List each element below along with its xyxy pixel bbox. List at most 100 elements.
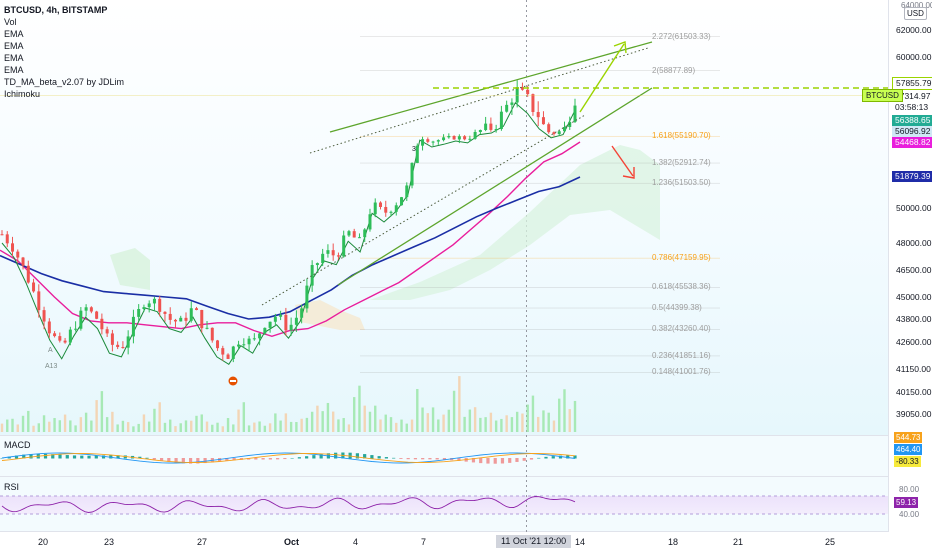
candle-body	[368, 214, 372, 230]
macd-label[interactable]: MACD	[4, 440, 31, 450]
macd-bar	[188, 458, 193, 464]
candle-body	[526, 89, 530, 95]
macd-bar	[290, 457, 294, 459]
candle-body	[126, 336, 130, 348]
volume-bar	[468, 409, 472, 432]
macd-bar	[493, 458, 497, 464]
indicator-vol[interactable]: Vol	[4, 17, 17, 27]
candle-body	[158, 298, 162, 312]
macd-bar	[348, 452, 352, 459]
candle-body	[421, 139, 425, 146]
volume-bar	[232, 424, 235, 432]
macd-histogram	[0, 452, 577, 464]
volume-bar	[526, 404, 529, 432]
indicator-ema-4[interactable]: EMA	[4, 65, 24, 75]
macd-bar	[174, 458, 178, 463]
fib-level-label: 0.148(41001.76)	[652, 367, 711, 377]
volume-bar	[90, 420, 93, 432]
indicator-ema-2[interactable]: EMA	[4, 41, 24, 51]
indicator-td-ma[interactable]: TD_MA_beta_v2.07 by JDLim	[4, 77, 125, 87]
volume-bar	[374, 405, 377, 432]
macd-bar	[421, 458, 425, 460]
candle-body	[342, 235, 346, 257]
trendline-dotted-upper[interactable]	[309, 47, 649, 154]
ichimoku-cloud	[110, 248, 150, 290]
volume-bar	[326, 402, 330, 432]
green-projection-arrow[interactable]	[579, 41, 627, 113]
red-projection-arrow[interactable]	[611, 145, 635, 179]
time-tick: 25	[825, 537, 836, 547]
macd-bar	[529, 458, 534, 460]
symbol-title[interactable]: BTCUSD, 4h, BITSTAMP	[4, 5, 108, 15]
crosshair-time-label: 11 Oct '21 12:00	[496, 535, 572, 548]
candle-body	[452, 136, 456, 140]
volume-bar	[27, 410, 30, 432]
rsi-polyline	[1, 496, 576, 513]
candle-body	[373, 202, 377, 215]
candle-body	[147, 303, 151, 308]
volume-bar	[447, 409, 451, 432]
trendline-dotted-lower[interactable]	[261, 114, 586, 306]
volume-bar	[11, 418, 14, 432]
volume-bar	[300, 418, 303, 432]
indicator-ichimoku[interactable]: Ichimoku	[4, 89, 41, 99]
candle-body	[494, 129, 498, 131]
indicator-ema-1[interactable]: EMA	[4, 29, 24, 39]
candle-body	[74, 328, 78, 330]
volume-bar	[32, 425, 35, 432]
candle-body	[510, 102, 514, 105]
macd-bar	[29, 454, 33, 459]
volume-bar	[489, 412, 493, 432]
volume-bar	[226, 418, 230, 432]
macd-bar	[232, 458, 236, 461]
time-axis[interactable]	[0, 532, 888, 550]
fibonacci-extension[interactable]	[360, 36, 720, 373]
volume-bar	[153, 408, 156, 432]
macd-bar	[145, 457, 149, 459]
trendline-lower[interactable]	[337, 87, 653, 286]
symbol-tag[interactable]: BTCUSD	[862, 89, 903, 102]
candle-body	[258, 333, 262, 339]
candle-body	[210, 327, 214, 341]
macd-bar	[515, 458, 519, 462]
volume-bar	[84, 412, 88, 432]
trendline-upper[interactable]	[329, 41, 653, 133]
volume-bar	[205, 421, 209, 432]
macd-bar	[94, 455, 98, 459]
candlesticks	[0, 80, 577, 363]
macd-bar	[297, 457, 301, 459]
candle-body	[478, 130, 482, 132]
candle-body	[447, 136, 451, 138]
macd-bar	[276, 458, 280, 460]
macd-bar	[558, 455, 563, 459]
macd-bar	[370, 455, 374, 459]
time-tick: Oct	[284, 537, 300, 547]
macd-bar	[363, 454, 367, 459]
macd-bar	[566, 455, 570, 459]
volume-bar	[310, 411, 314, 432]
volume-bar	[69, 420, 72, 432]
volume-bar	[342, 418, 345, 432]
candle-body	[536, 111, 540, 118]
rsi-label[interactable]: RSI	[4, 482, 20, 492]
indicator-ema-3[interactable]: EMA	[4, 53, 24, 63]
currency-button[interactable]: USD	[904, 7, 927, 20]
volume-bar	[0, 423, 4, 432]
volume-bar	[353, 397, 356, 432]
price-pane-background	[0, 0, 888, 435]
volume-bar	[158, 402, 161, 432]
volume-bar	[358, 385, 361, 432]
volume-bar	[452, 390, 456, 432]
candle-body	[26, 265, 30, 283]
volume-bar	[63, 414, 67, 432]
volume-bar	[563, 389, 566, 432]
candle-body	[58, 336, 62, 341]
annotation-a13: A13	[45, 363, 58, 370]
price-axis-top-value: 64000.00	[901, 1, 932, 10]
volume-bar	[463, 416, 466, 432]
macd-bar	[138, 456, 142, 459]
volume-bar	[421, 407, 424, 432]
volume-bar	[6, 419, 9, 432]
